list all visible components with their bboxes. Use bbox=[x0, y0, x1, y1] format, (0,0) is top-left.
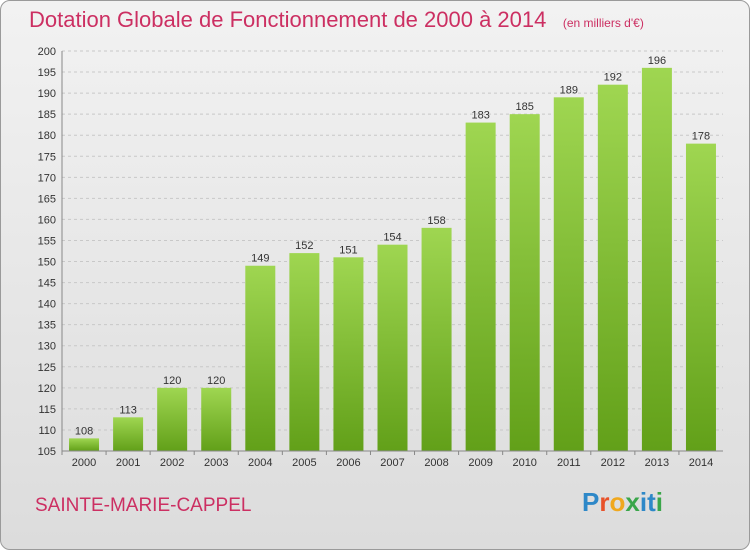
data-label: 185 bbox=[516, 101, 534, 113]
x-axis-ticks: 2000 2001 2002 2003 2004 2005 2006 2007 2008 2009… bbox=[61, 451, 713, 469]
bar bbox=[333, 257, 364, 451]
data-label: 151 bbox=[339, 244, 357, 256]
data-label: 196 bbox=[648, 55, 666, 67]
chart-subtitle: (en milliers d'€) bbox=[562, 16, 644, 30]
data-label: 154 bbox=[383, 232, 401, 244]
data-labels: 108 113 120 120 149 152 151 154 158 183 185 189 192 1… bbox=[75, 55, 710, 438]
data-label: 120 bbox=[207, 375, 225, 387]
logo-letter: P bbox=[582, 487, 600, 517]
y-tick-label: 155 bbox=[38, 235, 56, 247]
bars bbox=[69, 67, 716, 452]
y-tick-label: 165 bbox=[38, 193, 56, 205]
x-tick-label: 2008 bbox=[424, 457, 448, 469]
y-tick-label: 110 bbox=[38, 425, 56, 437]
y-tick-label: 125 bbox=[38, 362, 56, 374]
bar bbox=[69, 438, 100, 451]
x-tick-label: 2004 bbox=[248, 457, 272, 469]
y-tick-label: 160 bbox=[38, 214, 56, 226]
bar bbox=[377, 244, 408, 451]
x-tick-label: 2010 bbox=[512, 457, 536, 469]
x-tick-label: 2013 bbox=[645, 457, 669, 469]
bar bbox=[421, 227, 452, 451]
data-label: 178 bbox=[692, 131, 710, 143]
logo-letter: i bbox=[655, 487, 663, 517]
y-tick-label: 150 bbox=[38, 257, 56, 269]
bar bbox=[685, 143, 716, 451]
bar bbox=[289, 253, 320, 451]
data-label: 149 bbox=[251, 253, 269, 265]
data-label: 189 bbox=[560, 84, 578, 96]
y-tick-label: 170 bbox=[38, 172, 56, 184]
axes bbox=[61, 51, 723, 452]
x-tick-label: 2005 bbox=[292, 457, 316, 469]
x-tick-label: 2001 bbox=[116, 457, 140, 469]
bar bbox=[597, 84, 628, 452]
data-label: 120 bbox=[163, 375, 181, 387]
title-row: Dotation Globale de Fonctionnement de 20… bbox=[29, 7, 644, 33]
y-tick-label: 180 bbox=[38, 130, 56, 142]
data-label: 108 bbox=[75, 425, 93, 437]
x-tick-label: 2012 bbox=[601, 457, 625, 469]
bar bbox=[201, 387, 232, 451]
commune-name: SAINTE-MARIE-CAPPEL bbox=[35, 495, 252, 516]
y-tick-label: 130 bbox=[38, 341, 56, 353]
y-tick-label: 185 bbox=[38, 109, 56, 121]
y-tick-label: 105 bbox=[38, 446, 56, 458]
bar bbox=[157, 387, 188, 451]
data-label: 152 bbox=[295, 240, 313, 252]
x-tick-label: 2002 bbox=[160, 457, 184, 469]
y-tick-label: 135 bbox=[38, 320, 56, 332]
bar bbox=[465, 122, 496, 451]
logo-letter: x bbox=[625, 487, 640, 517]
y-tick-label: 115 bbox=[38, 404, 56, 416]
bar bbox=[641, 67, 672, 451]
y-tick-label: 120 bbox=[38, 383, 56, 395]
x-tick-label: 2006 bbox=[336, 457, 360, 469]
data-label: 192 bbox=[604, 72, 622, 84]
x-tick-label: 2003 bbox=[204, 457, 228, 469]
logo-letter: r bbox=[599, 487, 610, 517]
x-tick-label: 2011 bbox=[557, 457, 581, 469]
data-label: 158 bbox=[427, 215, 445, 227]
logo-letter: i bbox=[639, 487, 648, 517]
x-tick-label: 2007 bbox=[380, 457, 404, 469]
logo-letter: o bbox=[609, 487, 626, 517]
y-tick-label: 145 bbox=[38, 278, 56, 290]
y-tick-label: 175 bbox=[38, 151, 56, 163]
bar bbox=[553, 97, 584, 451]
x-tick-label: 2014 bbox=[689, 457, 713, 469]
data-label: 183 bbox=[471, 110, 489, 122]
y-tick-label: 190 bbox=[38, 88, 56, 100]
y-tick-label: 140 bbox=[38, 299, 56, 311]
data-label: 113 bbox=[119, 404, 137, 416]
y-axis-ticks: 105 110 115 120 125 130 135 140 145 150 155 160 165 1… bbox=[38, 46, 56, 458]
chart-title: Dotation Globale de Fonctionnement de 20… bbox=[29, 7, 547, 32]
y-tick-label: 195 bbox=[38, 67, 56, 79]
bar bbox=[113, 417, 144, 451]
bar bbox=[509, 114, 540, 451]
bar bbox=[245, 265, 276, 451]
x-tick-label: 2000 bbox=[72, 457, 96, 469]
proxiti-logo: Proxiti bbox=[582, 487, 663, 518]
logo-letter: t bbox=[647, 487, 656, 517]
y-tick-label: 200 bbox=[38, 46, 56, 58]
x-tick-label: 2009 bbox=[468, 457, 492, 469]
